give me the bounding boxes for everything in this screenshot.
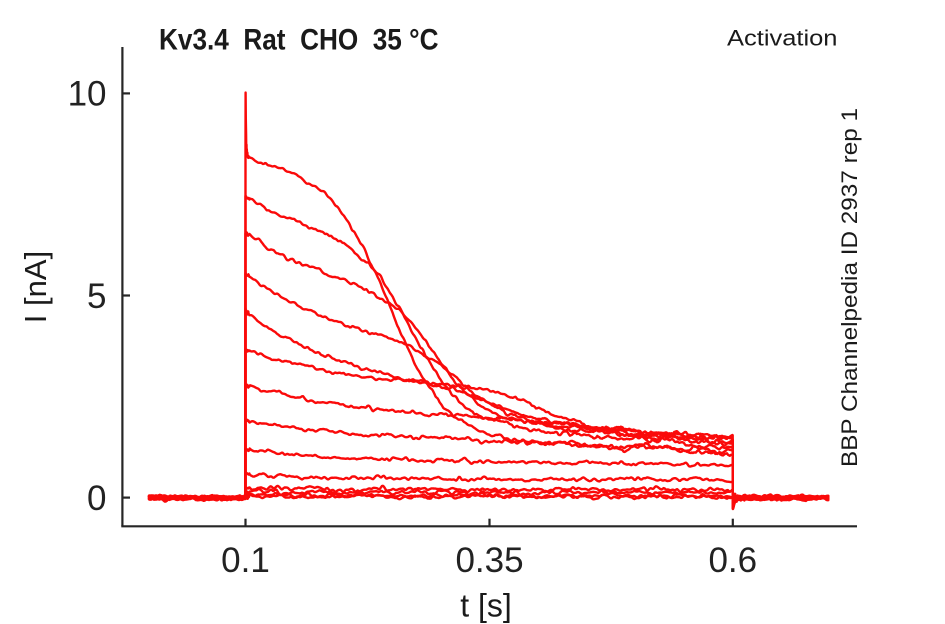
- svg-text:5: 5: [87, 277, 106, 316]
- svg-text:0: 0: [87, 479, 106, 518]
- svg-text:t [s]: t [s]: [460, 588, 512, 624]
- svg-text:0.35: 0.35: [455, 541, 523, 580]
- svg-text:0.1: 0.1: [221, 541, 270, 580]
- svg-text:10: 10: [68, 75, 107, 114]
- svg-text:Kv3.4 Rat CHO 35 °C: Kv3.4 Rat CHO 35 °C: [159, 24, 439, 57]
- svg-text:BBP Channelpedia ID 2937 rep 1: BBP Channelpedia ID 2937 rep 1: [837, 108, 862, 467]
- svg-text:0.6: 0.6: [708, 541, 757, 580]
- svg-text:Activation: Activation: [727, 25, 838, 50]
- svg-text:I [nA]: I [nA]: [18, 251, 53, 323]
